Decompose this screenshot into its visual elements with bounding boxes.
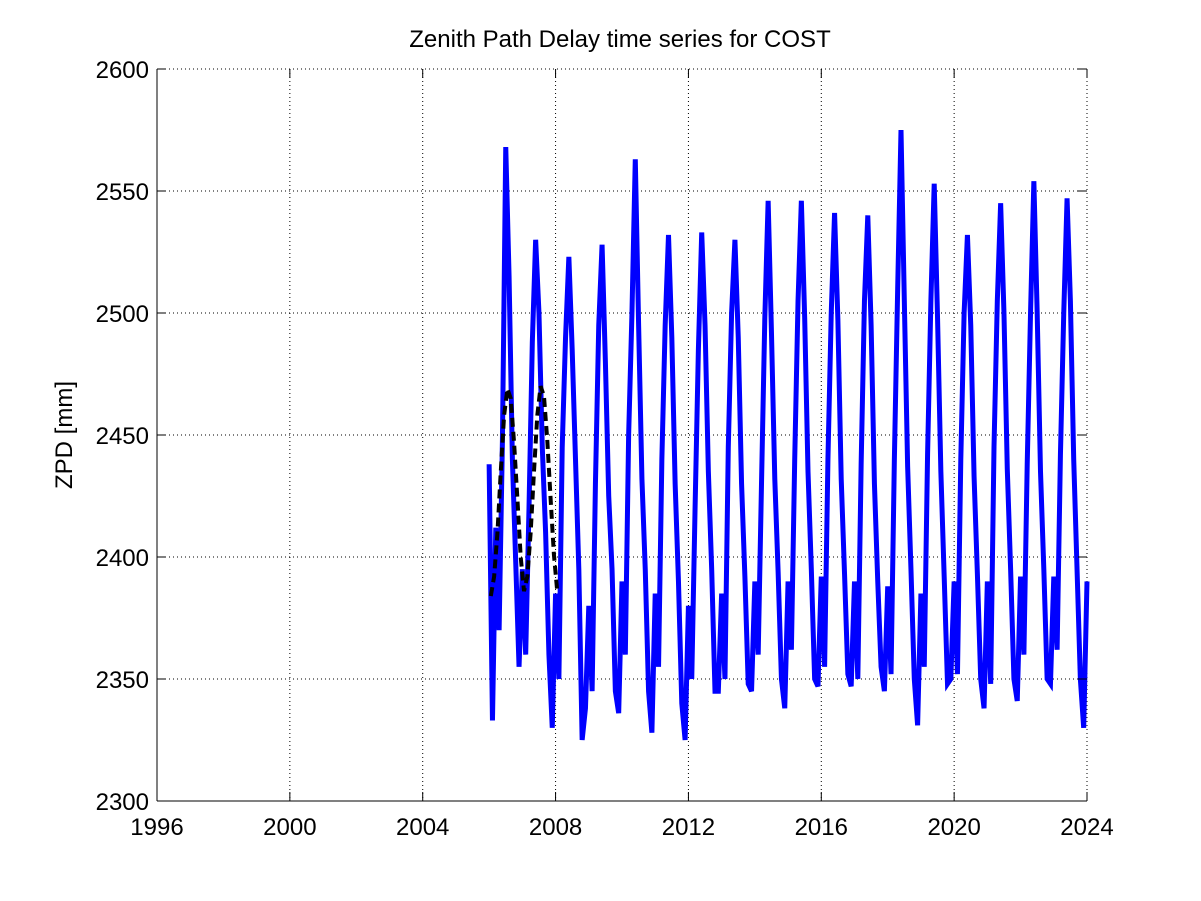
y-tick-label: 2400	[96, 545, 149, 572]
y-tick-label: 2300	[96, 789, 149, 816]
x-tick-label: 2008	[529, 814, 582, 841]
x-tick-label: 2004	[396, 814, 449, 841]
y-tick-label: 2600	[96, 57, 149, 84]
axes	[156, 68, 1088, 802]
zpd-series-line	[486, 129, 1090, 741]
y-axis-label: ZPD [mm]	[51, 381, 78, 489]
x-tick-label: 2020	[927, 814, 980, 841]
y-tick-label: 2450	[96, 423, 149, 450]
y-tick-label: 2550	[96, 179, 149, 206]
plot-area	[486, 129, 1090, 741]
tick-labels: 1996 2000 2004 2008 2012 2016 2020 2024 2300 2350…	[96, 57, 1114, 841]
chart-title: Zenith Path Delay time series for COST	[409, 26, 831, 53]
x-tick-label: 2024	[1060, 814, 1113, 841]
y-tick-label: 2350	[96, 667, 149, 694]
x-tick-label: 2000	[263, 814, 316, 841]
x-tick-label: 2012	[662, 814, 715, 841]
x-tick-label: 2016	[795, 814, 848, 841]
y-tick-label: 2500	[96, 301, 149, 328]
x-tick-label: 1996	[130, 814, 183, 841]
model-fit-line	[488, 385, 560, 597]
